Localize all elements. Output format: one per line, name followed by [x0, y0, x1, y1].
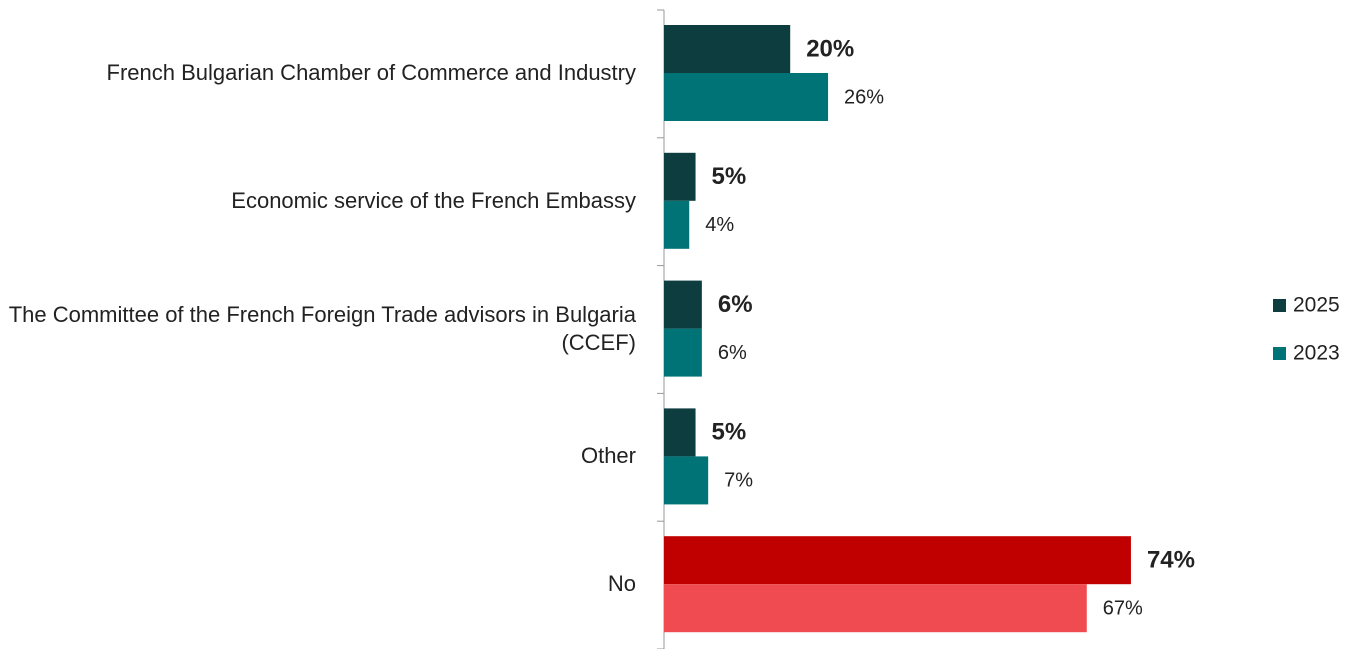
legend-label: 2023 [1293, 342, 1340, 365]
data-label: 67% [1103, 597, 1143, 619]
bar [664, 280, 702, 329]
data-label: 26% [844, 86, 884, 108]
data-label: 6% [718, 342, 747, 364]
bar [664, 200, 690, 249]
bar [664, 408, 696, 457]
legend-label: 2025 [1293, 294, 1340, 317]
category-label: No [607, 571, 636, 597]
bar [664, 328, 702, 377]
data-label: 7% [724, 470, 753, 492]
legend-swatch [1273, 347, 1286, 360]
data-label: 74% [1147, 547, 1195, 574]
bar [664, 584, 1087, 633]
legend-swatch [1273, 299, 1286, 312]
category-label: Other [580, 443, 636, 469]
category-label: Economic service of the French Embassy [231, 187, 636, 213]
category-label: The Committee of the French Foreign Trad… [8, 301, 636, 355]
bar [664, 152, 696, 201]
data-label: 6% [718, 291, 753, 318]
data-label: 20% [806, 35, 854, 62]
bar [664, 456, 709, 505]
data-label: 5% [712, 419, 747, 446]
bar [664, 73, 829, 121]
data-label: 4% [705, 214, 734, 236]
data-label: 5% [712, 163, 747, 190]
category-label: French Bulgarian Chamber of Commerce and… [106, 60, 636, 85]
bar [664, 536, 1131, 585]
bar [664, 25, 791, 73]
